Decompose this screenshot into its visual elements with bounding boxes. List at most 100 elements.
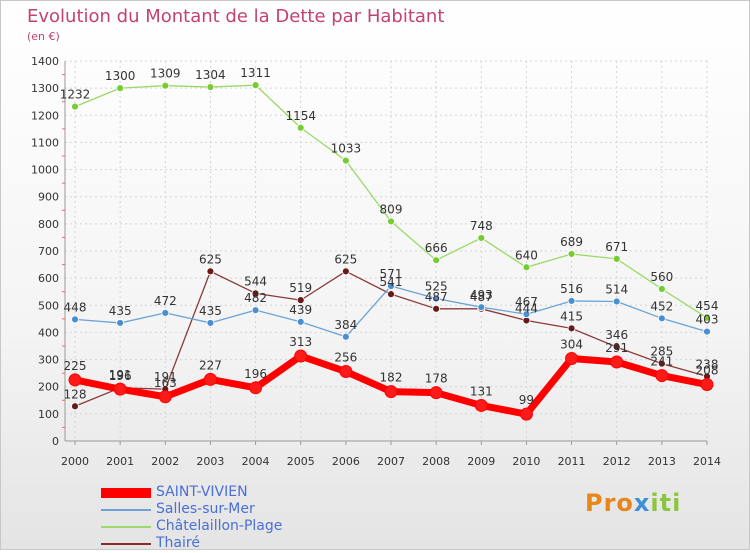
data-point: [657, 314, 666, 323]
data-point: [71, 102, 79, 111]
data-label: 415: [560, 309, 583, 323]
data-point: [341, 267, 350, 276]
data-label: 525: [425, 280, 448, 294]
data-label: 435: [109, 304, 132, 318]
data-label: 454: [696, 299, 719, 313]
data-point: [71, 315, 79, 324]
data-label: 541: [380, 275, 403, 289]
data-label: 519: [289, 281, 312, 295]
data-label: 238: [696, 357, 719, 371]
data-label: 1300: [105, 69, 136, 83]
data-label: 196: [109, 369, 132, 383]
data-point: [339, 365, 353, 379]
data-point: [432, 304, 441, 313]
data-point: [341, 332, 350, 341]
data-label: 487: [470, 290, 493, 304]
data-label: 482: [244, 291, 267, 305]
data-label: 640: [515, 248, 538, 262]
data-label: 625: [334, 252, 357, 266]
data-point: [206, 83, 215, 91]
data-point: [341, 156, 350, 165]
data-label: 346: [605, 328, 628, 342]
data-point: [474, 398, 488, 412]
data-point: [432, 256, 441, 265]
data-label: 163: [154, 376, 177, 390]
y-tick-label: 1100: [31, 136, 59, 149]
x-tick-label: 2002: [151, 455, 179, 468]
data-point: [251, 81, 260, 90]
data-label: 560: [650, 270, 673, 284]
data-point: [477, 303, 486, 312]
x-tick-label: 2006: [332, 455, 360, 468]
x-tick-label: 2014: [693, 455, 721, 468]
data-point: [612, 297, 621, 306]
data-label: 452: [650, 299, 673, 313]
data-label: 444: [515, 301, 538, 315]
data-label: 516: [560, 282, 583, 296]
x-tick-label: 2007: [377, 455, 405, 468]
data-label: 544: [244, 274, 267, 288]
x-tick-label: 2008: [422, 455, 450, 468]
data-label: 514: [605, 282, 628, 296]
data-label: 439: [289, 303, 312, 317]
data-label: 182: [380, 371, 403, 385]
data-label: 128: [64, 387, 87, 401]
y-tick-label: 300: [38, 354, 59, 367]
data-point: [116, 319, 125, 327]
data-label: 467: [515, 295, 538, 309]
y-tick-label: 1200: [31, 109, 59, 122]
data-point: [522, 263, 531, 272]
data-label: 1309: [150, 67, 181, 81]
data-point: [251, 306, 260, 315]
data-label: 487: [425, 290, 448, 304]
data-point: [387, 290, 395, 299]
data-label: 225: [64, 359, 87, 373]
data-point: [657, 285, 666, 293]
data-label: 99: [519, 393, 534, 407]
data-label: 689: [560, 235, 583, 249]
data-label: 472: [154, 294, 177, 308]
data-point: [206, 267, 215, 276]
x-tick-label: 2010: [512, 455, 540, 468]
y-tick-label: 600: [38, 272, 59, 285]
x-tick-label: 2004: [242, 455, 270, 468]
legend-swatch: [101, 488, 151, 498]
data-point: [429, 386, 443, 400]
data-label: 448: [64, 300, 87, 314]
data-label: 493: [470, 288, 493, 302]
data-point: [477, 234, 486, 242]
data-point: [161, 308, 170, 317]
data-label: 191: [109, 368, 132, 382]
data-point: [206, 319, 215, 327]
y-tick-label: 200: [38, 381, 59, 394]
y-tick-label: 900: [38, 191, 59, 204]
data-point: [703, 313, 711, 322]
data-point: [387, 217, 395, 226]
data-point: [296, 296, 305, 305]
y-tick-label: 700: [38, 245, 59, 258]
data-label: 435: [199, 304, 222, 318]
data-point: [432, 294, 441, 303]
data-label: 191: [154, 370, 177, 384]
data-point: [522, 310, 531, 319]
data-label: 256: [334, 351, 357, 365]
data-point: [612, 254, 621, 263]
legend-label: Salles-sur-Mer: [156, 501, 255, 517]
x-tick-label: 2011: [558, 455, 586, 468]
data-point: [296, 317, 305, 326]
data-point: [703, 327, 711, 336]
x-tick-label: 2001: [106, 455, 134, 468]
data-label: 666: [425, 241, 448, 255]
y-tick-label: 500: [38, 299, 59, 312]
data-label: 384: [334, 318, 357, 332]
legend-label: SAINT-VIVIEN: [156, 484, 248, 500]
x-tick-label: 2000: [61, 455, 89, 468]
data-point: [71, 402, 79, 411]
data-point: [567, 297, 576, 305]
chart-subtitle: (en €): [27, 30, 60, 43]
legend-swatch: [101, 543, 151, 545]
data-label: 403: [696, 313, 719, 327]
y-tick-label: 400: [38, 326, 59, 339]
